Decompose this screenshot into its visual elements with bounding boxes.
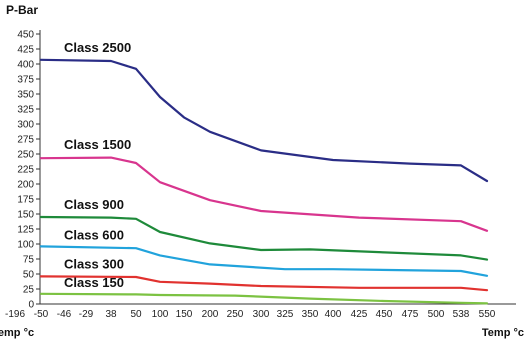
x-tick-label: 550 (479, 309, 496, 320)
x-tick-label: 325 (277, 309, 294, 320)
x-tick-label: 150 (176, 309, 193, 320)
y-tick-label: 375 (17, 75, 34, 86)
x-tick-label: 38 (105, 309, 117, 320)
y-tick-label: 400 (17, 60, 34, 71)
y-tick-label: 425 (17, 45, 34, 56)
y-tick-label: 300 (17, 120, 34, 131)
series-line-class-1500 (41, 158, 487, 231)
x-tick-label: 450 (376, 309, 393, 320)
series-label: Class 900 (64, 197, 124, 212)
y-tick-label: 350 (17, 90, 34, 101)
x-tick-label: 100 (152, 309, 169, 320)
x-tick-label: -46 (57, 309, 72, 320)
y-axis-title: P-Bar (6, 3, 38, 17)
series-label: Class 2500 (64, 40, 131, 55)
y-tick-label: 50 (23, 270, 35, 281)
x-tick-label: -196 (5, 309, 25, 320)
x-tick-label: 350 (302, 309, 319, 320)
y-tick-label: 75 (23, 255, 35, 266)
series-label: Class 300 (64, 256, 124, 271)
x-tick-label: 250 (227, 309, 244, 320)
y-tick-label: 25 (23, 285, 35, 296)
y-tick-label: 150 (17, 210, 34, 221)
x-tick-label: -29 (79, 309, 94, 320)
x-axis-title: Temp °c (482, 327, 524, 339)
y-tick-label: 125 (17, 225, 34, 236)
x-axis-title-left: Temp °c (0, 327, 34, 339)
x-tick-label: 425 (351, 309, 368, 320)
x-tick-label: 400 (325, 309, 342, 320)
series-label: Class 150 (64, 275, 124, 290)
series-line-class-150 (41, 294, 487, 304)
x-tick-label: 50 (130, 309, 142, 320)
x-tick-label: 200 (202, 309, 219, 320)
y-tick-label: 200 (17, 180, 34, 191)
y-tick-label: 250 (17, 150, 34, 161)
x-tick-label: -50 (34, 309, 49, 320)
x-tick-label: 300 (253, 309, 270, 320)
series-label: Class 1500 (64, 137, 131, 152)
series-line-class-2500 (41, 60, 487, 181)
y-tick-label: 325 (17, 105, 34, 116)
y-tick-label: 175 (17, 195, 34, 206)
y-tick-label: 275 (17, 135, 34, 146)
x-tick-label: 475 (402, 309, 419, 320)
x-tick-label: 500 (428, 309, 445, 320)
series-label: Class 600 (64, 227, 124, 242)
x-tick-label: 538 (453, 309, 470, 320)
y-tick-label: 450 (17, 30, 34, 41)
y-tick-label: 100 (17, 240, 34, 251)
y-tick-label: 225 (17, 165, 34, 176)
